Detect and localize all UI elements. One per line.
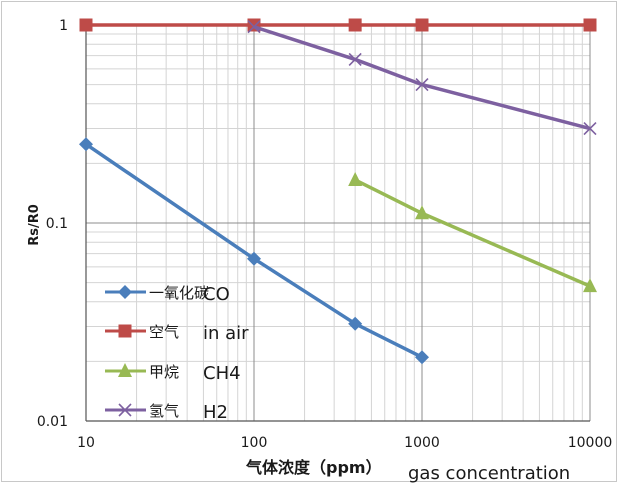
data-point xyxy=(348,171,363,186)
legend-label-en: in air xyxy=(203,323,249,344)
data-point xyxy=(118,363,132,377)
y-axis-label: Rs/R0 xyxy=(27,204,42,246)
x-axis-label-en: gas concentration xyxy=(408,463,570,484)
y-tick-label: 0.1 xyxy=(46,216,68,232)
data-point xyxy=(118,324,132,338)
legend-label-en: CO xyxy=(203,284,230,305)
data-point xyxy=(415,78,429,92)
legend-item: 甲烷 CH4 xyxy=(105,363,241,384)
legend-label: 甲烷 xyxy=(149,363,179,381)
data-point xyxy=(348,52,362,67)
data-point xyxy=(583,278,597,293)
x-tick-label: 1000 xyxy=(404,435,440,451)
x-tick-label: 100 xyxy=(241,435,268,451)
data-point xyxy=(583,18,597,32)
x-tick-label: 10 xyxy=(77,435,95,451)
legend-label-en: H2 xyxy=(203,402,228,423)
legend-label: 氢气 xyxy=(149,402,179,420)
legend-label: 空气 xyxy=(149,323,179,341)
axes xyxy=(85,25,590,422)
series-line xyxy=(253,25,591,131)
tick-labels: 10 100 1000 10000 0.01 0.1 1 xyxy=(37,18,612,451)
y-tick-label: 0.01 xyxy=(37,414,68,430)
legend-label-en: CH4 xyxy=(203,363,241,384)
series-line xyxy=(85,142,423,359)
data-point xyxy=(415,205,429,220)
data-point xyxy=(415,350,429,365)
data-point xyxy=(583,121,597,136)
legend-item: 氢气 H2 xyxy=(105,402,228,423)
x-tick-label: 10000 xyxy=(568,435,613,451)
series-in-air xyxy=(79,18,597,32)
data-point xyxy=(247,251,261,266)
data-point xyxy=(118,285,132,299)
data-point xyxy=(348,316,363,331)
data-point xyxy=(348,18,362,32)
x-axis-label: 气体浓度（ppm） xyxy=(245,458,382,477)
series-ch4 xyxy=(348,171,597,293)
legend-label: 一氧化碳 xyxy=(149,284,209,302)
grid xyxy=(85,24,591,422)
data-point xyxy=(79,18,93,32)
data-point xyxy=(415,18,429,32)
series-group xyxy=(79,18,597,365)
data-point xyxy=(247,20,261,34)
y-tick-label: 1 xyxy=(59,18,68,34)
legend-item: 空气 in air xyxy=(105,323,249,344)
data-point xyxy=(118,403,132,417)
series-h2 xyxy=(247,20,597,136)
series-co xyxy=(79,137,429,365)
data-point xyxy=(79,137,93,152)
